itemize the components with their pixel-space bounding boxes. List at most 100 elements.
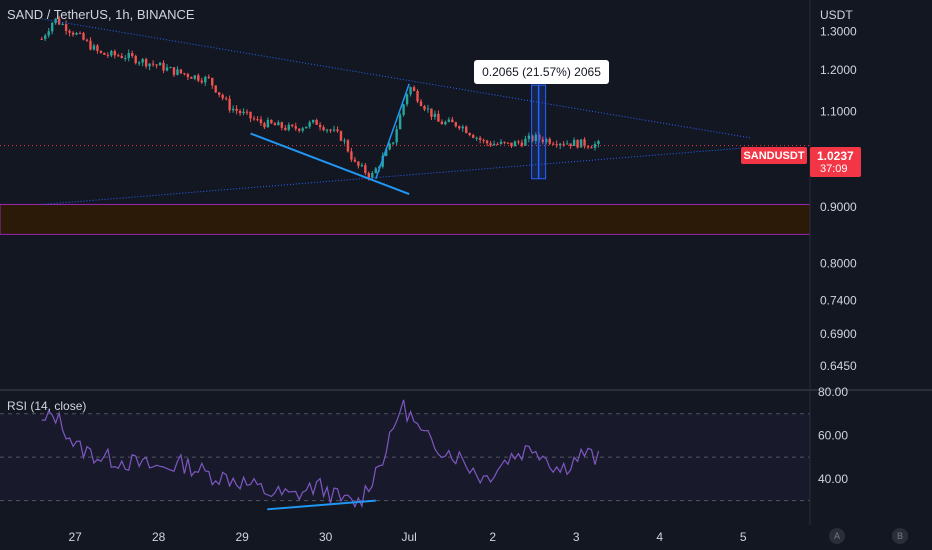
candle-body <box>485 140 489 144</box>
time-axis-tick: 29 <box>235 530 249 544</box>
price-axis-tick: 0.6900 <box>820 327 857 341</box>
candle-body <box>475 137 478 139</box>
candle-body <box>308 122 311 127</box>
candle-body <box>311 119 315 123</box>
candle-body <box>224 98 228 100</box>
candle-body <box>235 108 238 111</box>
candle-body <box>405 94 409 105</box>
candle-body <box>242 111 245 114</box>
candle-body <box>263 123 266 128</box>
candle-body <box>131 53 134 56</box>
price-axis-tick: 1.3000 <box>820 25 857 39</box>
candle-body <box>186 74 190 78</box>
candle-body <box>294 126 297 129</box>
candle-body <box>416 91 419 102</box>
candle-body <box>287 124 290 130</box>
candle-body <box>144 59 148 67</box>
rsi-axis-tick: 80.00 <box>818 385 848 399</box>
candle-body <box>57 18 61 25</box>
candle-body <box>440 121 444 125</box>
candle-body <box>99 50 103 53</box>
candle-body <box>231 108 235 111</box>
candle-body <box>499 141 503 144</box>
candle-body <box>322 127 325 131</box>
measure-tool-label: 0.2065 (21.57%) 2065 <box>474 60 609 84</box>
price-axis-tick: 0.9000 <box>820 200 857 214</box>
candle-body <box>545 138 548 143</box>
candle-body <box>391 142 395 144</box>
candle-body <box>151 63 155 65</box>
candle-body <box>339 131 343 141</box>
last-price-tag: 1.0237 37:09 <box>810 147 861 177</box>
candle-body <box>510 142 513 147</box>
candle-body <box>531 135 534 141</box>
candle-body <box>137 62 141 64</box>
candle-body <box>489 143 492 146</box>
candle-body <box>68 30 71 33</box>
candle-body <box>50 22 54 32</box>
candle-body <box>155 64 158 66</box>
candle-body <box>245 111 249 113</box>
candle-body <box>458 126 461 129</box>
price-axis-tick: 0.8000 <box>820 256 857 270</box>
candle-body <box>353 159 357 162</box>
candle-body <box>103 52 106 55</box>
bar-countdown: 37:09 <box>820 163 848 175</box>
candle-body <box>71 32 75 35</box>
candle-body <box>524 138 527 146</box>
candle-body <box>437 113 440 122</box>
candle-body <box>92 45 96 50</box>
candle-body <box>315 119 318 125</box>
candle-body <box>562 143 565 145</box>
candle-body <box>548 138 551 144</box>
candle-body <box>395 129 398 143</box>
candle-body <box>158 62 162 66</box>
candle-body <box>61 24 64 26</box>
candle-body <box>169 67 172 69</box>
candle-body <box>318 124 322 128</box>
candle-body <box>179 69 183 74</box>
candle-body <box>120 55 123 59</box>
time-axis-tick: 30 <box>319 530 333 544</box>
candle-body <box>471 135 475 138</box>
candle-body <box>134 55 137 64</box>
candle-body <box>461 126 464 129</box>
candle-body <box>343 140 346 142</box>
candle-body <box>113 51 117 56</box>
candle-body <box>329 129 332 131</box>
support-zone <box>0 203 811 235</box>
candle-body <box>412 87 416 92</box>
candle-body <box>527 135 531 139</box>
candle-body <box>176 69 179 75</box>
rally-trendline <box>375 83 410 180</box>
candle-body <box>520 142 524 146</box>
candle-body <box>78 33 82 35</box>
symbol-price-tag: SANDUSDT <box>741 147 807 164</box>
scale-b-button[interactable]: B <box>892 528 908 544</box>
candle-body <box>277 122 280 126</box>
candle-body <box>197 75 200 81</box>
candle-body <box>468 133 471 136</box>
candle-body <box>54 18 57 23</box>
candle-body <box>398 114 402 130</box>
price-divergence-line <box>250 132 410 195</box>
candle-body <box>214 85 217 93</box>
candle-body <box>552 143 555 145</box>
candle-body <box>364 165 367 174</box>
candle-body <box>503 141 506 143</box>
candle-body <box>576 139 579 148</box>
scale-auto-button[interactable]: A <box>829 528 845 544</box>
rsi-indicator-title[interactable]: RSI (14, close) <box>7 399 87 413</box>
candle-body <box>451 119 454 123</box>
candle-body <box>371 173 374 178</box>
candle-body <box>40 38 43 40</box>
candle-body <box>124 58 127 60</box>
candle-body <box>350 151 353 160</box>
time-axis-tick: 3 <box>573 530 580 544</box>
candle-body <box>430 108 433 117</box>
candle-body <box>280 122 284 128</box>
rsi-line <box>41 399 600 509</box>
candle-body <box>385 149 388 156</box>
candle-body <box>47 31 50 36</box>
